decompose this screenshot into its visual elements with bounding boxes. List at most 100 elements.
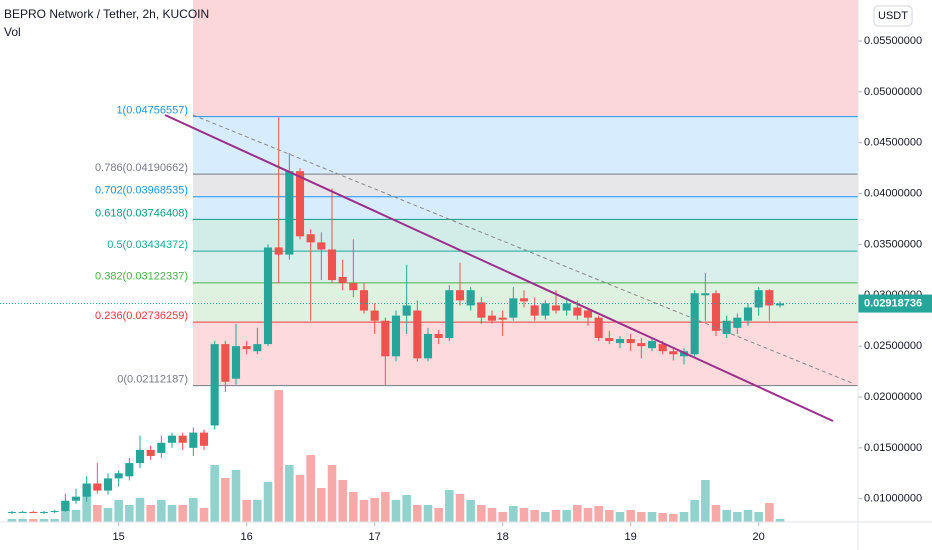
- volume-bar: [391, 500, 401, 522]
- volume: [7, 390, 785, 522]
- candle-body: [765, 290, 774, 306]
- volume-bar: [306, 455, 315, 522]
- fib-zone: [193, 0, 858, 117]
- candle-body: [157, 442, 166, 453]
- fib-label: 0(0.02112187): [117, 373, 188, 385]
- volume-bar: [765, 503, 774, 522]
- fib-label: 0.618(0.03746408): [95, 207, 188, 219]
- volume-bar: [93, 505, 102, 522]
- candle-body: [231, 346, 241, 379]
- volume-bar: [210, 465, 219, 522]
- candle-body: [530, 305, 539, 316]
- candle-body: [509, 298, 518, 318]
- candle-body: [573, 307, 582, 316]
- fib-label: 0.382(0.03122337): [95, 271, 188, 283]
- volume-bar: [594, 506, 603, 522]
- volume-bar: [327, 465, 337, 522]
- candle-body: [423, 333, 433, 359]
- candle-body: [658, 344, 667, 352]
- fib-lines: 1(0.04756557) 0.786(0.04190662) 0.702(0.03…: [95, 105, 858, 387]
- candle-body: [583, 310, 593, 318]
- trend-line: [164, 114, 834, 422]
- candle-body: [167, 435, 177, 443]
- candle-body: [519, 298, 529, 302]
- x-tick-label: 19: [625, 531, 637, 543]
- candle-body: [285, 171, 294, 255]
- volume-bar: [445, 490, 454, 522]
- candle-body: [626, 339, 635, 344]
- y-tick-label: 0.02000000: [864, 391, 922, 403]
- candle-body: [7, 511, 17, 513]
- candle-body: [711, 293, 721, 331]
- candle-body: [701, 293, 710, 296]
- volume-bar: [295, 475, 305, 522]
- volume-bar: [658, 513, 667, 522]
- candle-body: [733, 317, 742, 328]
- last-price-label: 0.02918736: [864, 297, 922, 309]
- volume-bar: [573, 505, 582, 522]
- volume-bar: [626, 510, 635, 522]
- candle-body: [210, 344, 219, 426]
- drawings: [164, 114, 853, 422]
- volume-bar: [519, 508, 529, 522]
- volume-bar: [71, 510, 81, 522]
- volume-bar: [711, 505, 721, 522]
- candle-body: [754, 290, 763, 308]
- candle-body: [477, 302, 486, 318]
- volume-bar: [509, 506, 518, 522]
- volume-bar: [754, 512, 763, 522]
- fib-zone: [193, 174, 858, 197]
- volume-bar: [498, 512, 507, 522]
- candle-body: [647, 341, 657, 349]
- volume-bar: [583, 508, 593, 522]
- candle-body: [637, 343, 646, 347]
- candle-body: [29, 511, 38, 513]
- chart-title: BEPRO Network / Tether, 2h, KUCOIN: [4, 7, 209, 21]
- y-tick-label: 0.04000000: [864, 187, 922, 199]
- candle-body: [39, 511, 49, 513]
- volume-bar: [541, 512, 550, 522]
- volume-bar: [551, 510, 561, 522]
- volume-bar: [615, 512, 625, 522]
- volume-bar: [423, 505, 433, 522]
- candle-body: [669, 351, 678, 355]
- candle-body: [402, 305, 411, 316]
- y-tick-label: 0.05500000: [864, 35, 922, 47]
- candle-body: [434, 333, 443, 338]
- candle-body: [82, 483, 91, 497]
- axes: 0.01000000 0.01500000 0.02000000 0.02500000…: [0, 35, 932, 543]
- candle-body: [274, 247, 283, 255]
- candle-body: [455, 290, 465, 301]
- candle-body: [541, 303, 550, 316]
- volume-bar: [125, 505, 134, 522]
- volume-bar: [157, 500, 166, 522]
- volume-bar: [434, 508, 443, 522]
- candle-body: [413, 310, 422, 359]
- volume-bar: [242, 500, 251, 522]
- y-tick-label: 0.01000000: [864, 493, 922, 505]
- fib-label: 0.236(0.02736259): [95, 310, 188, 322]
- volume-bar: [637, 512, 646, 522]
- volume-bar: [135, 498, 145, 522]
- candle-body: [551, 305, 561, 311]
- candle-body: [359, 290, 369, 311]
- currency-button[interactable]: [873, 5, 913, 27]
- volume-bar: [82, 485, 91, 522]
- volume-bar: [775, 519, 785, 522]
- candle-body: [594, 317, 603, 338]
- candle-body: [114, 473, 123, 479]
- volume-label: Vol: [4, 25, 21, 39]
- x-tick-label: 15: [113, 531, 125, 543]
- candle-body: [199, 432, 209, 446]
- volume-bar: [679, 512, 689, 522]
- candle-body: [221, 344, 230, 382]
- candle-body: [605, 337, 614, 342]
- volume-bar: [221, 478, 230, 522]
- candle-body: [743, 307, 753, 321]
- candle-body: [146, 449, 155, 456]
- volume-bar: [146, 505, 155, 522]
- volume-bar: [690, 500, 699, 522]
- volume-bar: [263, 482, 273, 522]
- volume-bar: [349, 492, 358, 522]
